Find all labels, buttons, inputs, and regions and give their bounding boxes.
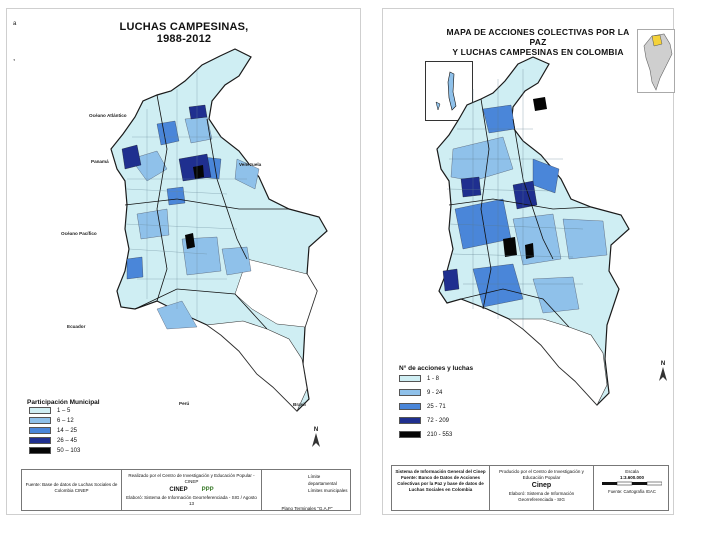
map-line-legend: Límite departamental Límites municipales (308, 473, 350, 494)
legend-swatch (29, 437, 51, 444)
legend-label: 25 - 71 (427, 403, 446, 410)
left-map-title: LUCHAS CAMPESINAS, 1988-2012 (119, 21, 249, 45)
left-footer-center: Realizado por el Centro de Investigación… (122, 470, 262, 510)
corner-mark-a: a (13, 21, 17, 27)
legend-label: 210 - 553 (427, 431, 453, 438)
right-legend-title: N° de acciones y luchas (399, 365, 474, 372)
cinep-logo-right: Cinep (531, 482, 552, 489)
right-map-title: MAPA DE ACCIONES COLECTIVAS POR LA PAZ Y… (443, 27, 633, 57)
legend-muni-limit: Límites municipales (308, 488, 348, 493)
left-footer-right-bottom: Plano Terminales "G.A.P" (281, 506, 333, 511)
label-venezuela: Venezuela (239, 162, 262, 167)
left-footer-source: Fuente: Base de datos de Luchas Sociales… (22, 470, 122, 510)
legend-label: 14 – 25 (57, 427, 78, 434)
right-footer: Sistema de Información General del Cinep… (391, 465, 669, 511)
label-panama: Panamá (91, 159, 109, 164)
label-peru: Perú (179, 401, 190, 406)
left-legend-title: Participación Municipal (27, 399, 100, 406)
legend-item: 210 - 553 (399, 431, 452, 438)
left-footer-logos: CINEP PPP (124, 487, 259, 493)
left-footer: Fuente: Base de datos de Luchas Sociales… (21, 469, 351, 511)
left-footer-center-top: Realizado por el Centro de Investigación… (128, 473, 255, 484)
right-title-line2: Y LUCHAS CAMPESINAS EN COLOMBIA (452, 47, 624, 57)
legend-swatch (29, 447, 51, 454)
right-footer-right: Escala 1:3.600.000 Fuente: Cartografía I… (594, 466, 670, 510)
right-footer-center-bottom: Elaboró: Sistema de Información Georrefe… (508, 491, 575, 502)
legend-label: 50 – 103 (57, 447, 81, 454)
cinep-logo: CINEP (169, 487, 188, 493)
north-arrow-left: N (309, 427, 323, 449)
legend-dept-limit: Límite departamental (308, 474, 337, 486)
left-title-line1: LUCHAS CAMPESINAS, (119, 21, 249, 33)
north-letter-left: N (313, 427, 319, 433)
legend-item: 6 – 12 (29, 417, 74, 424)
left-footer-center-bottom: Elaboró: Sistema de Información Georrefe… (126, 495, 257, 506)
north-letter-right: N (660, 361, 666, 367)
corner-mark-comma: , (13, 53, 16, 62)
label-pacifico: Océano Pacífico (61, 231, 97, 236)
legend-swatch (399, 403, 421, 410)
right-footer-scale-title: Escala (625, 469, 639, 474)
right-footer-center-top: Producido por el Centro de Investigación… (499, 469, 584, 480)
legend-label: 1 – 5 (57, 407, 71, 414)
legend-item: 26 – 45 (29, 437, 77, 444)
south-america-locator-inset (637, 29, 675, 93)
right-footer-source: Fuente: Cartografía IGAC (608, 489, 656, 494)
legend-swatch (29, 427, 51, 434)
legend-swatch (399, 417, 421, 424)
colombia-map-left (110, 48, 328, 486)
label-brasil: Brasil (293, 402, 306, 407)
right-map-panel: MAPA DE ACCIONES COLECTIVAS POR LA PAZ Y… (382, 8, 675, 515)
legend-swatch (399, 389, 421, 396)
legend-label: 1 - 8 (427, 375, 440, 382)
san-andres-inset (425, 61, 473, 121)
scale-bar-icon (602, 481, 663, 486)
legend-item: 14 – 25 (29, 427, 77, 434)
north-arrow-icon (659, 367, 667, 381)
legend-swatch (399, 431, 421, 438)
legend-label: 6 – 12 (57, 417, 74, 424)
left-title-line2: 1988-2012 (156, 33, 212, 45)
north-arrow-right: N (657, 361, 669, 383)
legend-item: 25 - 71 (399, 403, 446, 410)
legend-swatch (29, 417, 51, 424)
label-caribe: Océano Atlántico (89, 113, 127, 118)
legend-label: 72 - 209 (427, 417, 450, 424)
left-footer-right: Límite departamental Límites municipales… (262, 470, 352, 511)
right-footer-scale: 1:3.600.000 (619, 475, 645, 480)
legend-item: 1 - 8 (399, 375, 439, 382)
legend-item: 72 - 209 (399, 417, 449, 424)
legend-swatch (29, 407, 51, 414)
right-footer-left: Sistema de Información General del Cinep… (392, 466, 490, 510)
label-ecuador: Ecuador (67, 324, 86, 329)
legend-item: 1 – 5 (29, 407, 70, 414)
right-title-line1: MAPA DE ACCIONES COLECTIVAS POR LA PAZ (446, 27, 630, 47)
north-arrow-icon (312, 433, 320, 447)
legend-label: 9 - 24 (427, 389, 443, 396)
right-footer-center: Producido por el Centro de Investigación… (490, 466, 594, 510)
legend-item: 9 - 24 (399, 389, 442, 396)
left-map-panel: LUCHAS CAMPESINAS, 1988-2012 a , (6, 8, 361, 515)
colombia-map-right (436, 56, 630, 406)
legend-item: 50 – 103 (29, 447, 80, 454)
legend-swatch (399, 375, 421, 382)
ppp-logo: PPP (201, 487, 214, 493)
legend-label: 26 – 45 (57, 437, 78, 444)
